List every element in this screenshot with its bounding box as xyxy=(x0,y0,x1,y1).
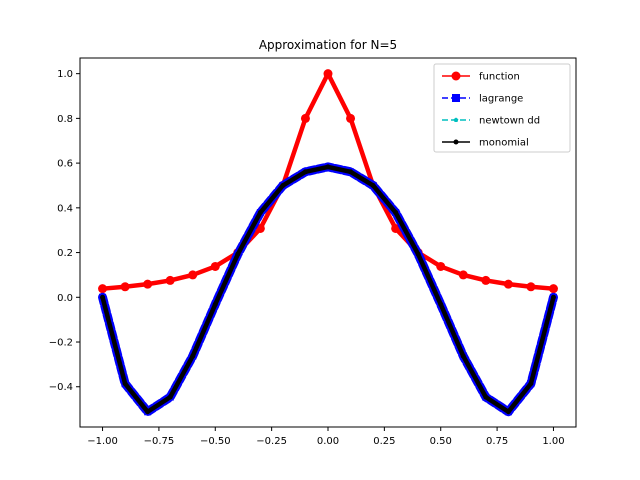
legend-label: lagrange xyxy=(479,94,523,105)
data-point xyxy=(460,353,466,359)
legend-entry: function xyxy=(442,71,520,83)
x-tick-label: 0.25 xyxy=(373,436,395,447)
chart-title: Approximation for N=5 xyxy=(259,38,397,52)
y-tick-label: 1.0 xyxy=(57,69,73,80)
data-point xyxy=(255,223,265,233)
data-point xyxy=(122,381,128,387)
legend: function lagrange newtown dd monomial xyxy=(433,63,571,153)
data-point xyxy=(235,251,241,257)
legend-marker xyxy=(451,71,461,81)
legend-entry: monomial xyxy=(442,138,529,149)
data-point xyxy=(98,284,108,294)
data-point xyxy=(550,294,556,300)
data-point xyxy=(325,164,331,170)
data-point xyxy=(483,394,489,400)
series-monomial xyxy=(100,164,556,415)
data-point xyxy=(100,294,106,300)
x-tick-label: 0.75 xyxy=(486,436,508,447)
data-point xyxy=(346,113,356,123)
data-point xyxy=(188,270,198,280)
axis-ticks: −1.00 −0.75 −0.50 −0.25 0.00 0.25 0.50 0.75 1.00… xyxy=(49,69,565,447)
data-point xyxy=(528,381,534,387)
data-point xyxy=(391,223,401,233)
data-point xyxy=(210,261,220,271)
legend-box xyxy=(433,63,571,153)
series-function xyxy=(98,69,558,294)
x-tick-label: −0.75 xyxy=(144,436,175,447)
data-point xyxy=(165,275,175,285)
x-tick-label: 0.50 xyxy=(430,436,452,447)
data-point xyxy=(436,261,446,271)
data-point xyxy=(145,409,151,415)
x-tick-label: −0.25 xyxy=(256,436,287,447)
data-point xyxy=(143,279,153,289)
data-point xyxy=(348,169,354,175)
x-tick-label: 1.00 xyxy=(542,436,564,447)
y-tick-label: 0.4 xyxy=(57,203,73,214)
legend-entry: newtown dd xyxy=(442,116,540,127)
legend-label: newtown dd xyxy=(479,116,540,127)
x-tick-label: 0.00 xyxy=(317,436,339,447)
y-tick-label: −0.2 xyxy=(49,338,73,349)
data-point xyxy=(120,282,130,292)
data-point xyxy=(526,282,536,292)
legend-entry: lagrange xyxy=(442,94,523,105)
y-tick-label: 0.6 xyxy=(57,159,73,170)
y-tick-label: 0.0 xyxy=(57,293,73,304)
data-point xyxy=(300,113,310,123)
legend-label: monomial xyxy=(479,138,529,149)
data-point xyxy=(503,279,513,289)
data-point xyxy=(438,301,444,307)
data-point xyxy=(370,182,376,188)
data-point xyxy=(190,353,196,359)
x-tick-label: −1.00 xyxy=(87,436,118,447)
plot-marks xyxy=(98,69,558,417)
data-point xyxy=(548,284,558,294)
data-point xyxy=(280,182,286,188)
legend-marker xyxy=(452,94,460,102)
x-tick-label: −0.50 xyxy=(200,436,231,447)
y-tick-label: 0.8 xyxy=(57,114,73,125)
data-point xyxy=(212,301,218,307)
data-point xyxy=(458,270,468,280)
data-point xyxy=(302,169,308,175)
data-point xyxy=(257,210,263,216)
data-point xyxy=(481,275,491,285)
legend-label: function xyxy=(479,72,520,83)
legend-marker xyxy=(453,139,459,145)
data-point xyxy=(415,251,421,257)
data-point xyxy=(167,394,173,400)
data-point xyxy=(323,69,333,79)
data-point xyxy=(393,210,399,216)
legend-marker xyxy=(453,117,459,123)
y-tick-label: 0.2 xyxy=(57,248,73,259)
y-tick-label: −0.4 xyxy=(49,382,73,393)
data-point xyxy=(505,409,511,415)
